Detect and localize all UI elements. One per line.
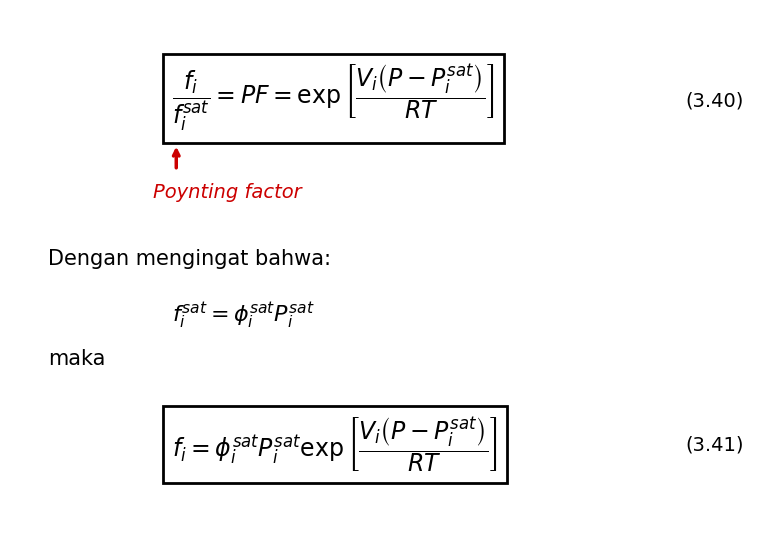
Text: (3.40): (3.40) — [686, 91, 743, 110]
Text: $f_i^{sat} = \phi_i^{sat} P_i^{sat}$: $f_i^{sat} = \phi_i^{sat} P_i^{sat}$ — [172, 300, 315, 331]
Text: Poynting factor: Poynting factor — [153, 183, 302, 201]
Text: Dengan mengingat bahwa:: Dengan mengingat bahwa: — [48, 249, 331, 269]
Text: maka: maka — [48, 349, 105, 369]
Text: (3.41): (3.41) — [686, 435, 744, 454]
Text: $f_i = \phi_i^{sat} P_i^{sat} \exp\left[\dfrac{V_i\left(P - P_i^{sat}\right)}{RT: $f_i = \phi_i^{sat} P_i^{sat} \exp\left[… — [172, 415, 498, 474]
Text: $\dfrac{f_i}{f_i^{sat}} = PF= \exp\left[\dfrac{V_i\left(P - P_i^{sat}\right)}{RT: $\dfrac{f_i}{f_i^{sat}} = PF= \exp\left[… — [172, 63, 495, 133]
